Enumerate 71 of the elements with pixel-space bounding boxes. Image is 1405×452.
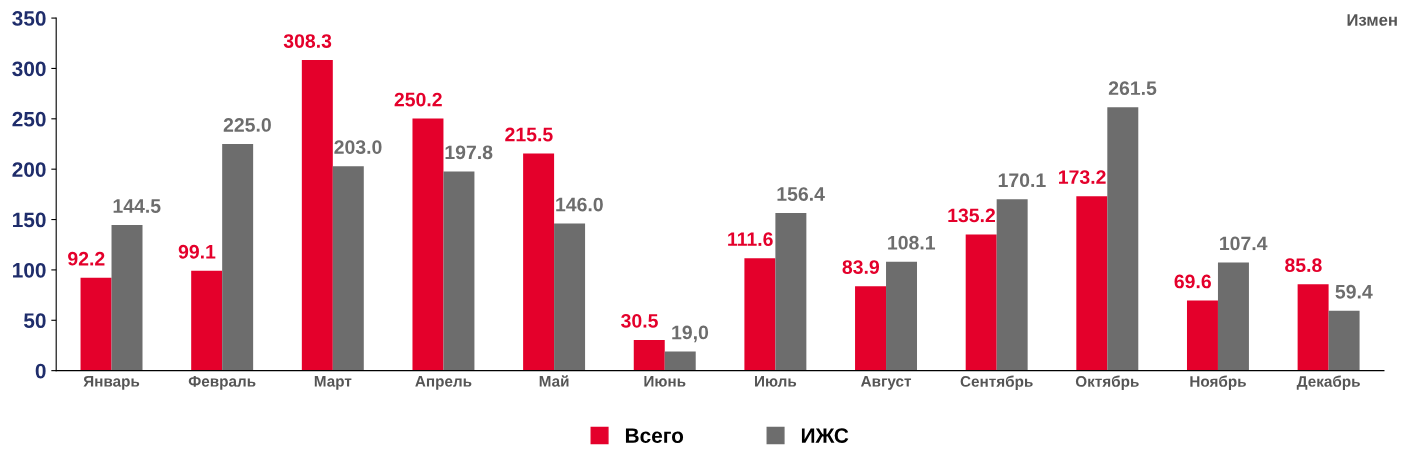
data-label: 146.0 [556, 197, 603, 212]
bar [633, 339, 665, 371]
y-tick-label: 100 [13, 262, 46, 278]
bar [301, 60, 333, 371]
bar [412, 118, 444, 371]
data-label: 156.4 [777, 187, 825, 201]
y-tick-label: 0 [35, 363, 46, 379]
data-label: 99.1 [178, 244, 216, 259]
bar [191, 270, 223, 371]
bar [775, 213, 807, 371]
x-tick-label: Декабрь [1296, 375, 1360, 390]
data-label: 107.4 [1220, 236, 1268, 251]
bar [886, 261, 918, 371]
data-label: 308.3 [283, 34, 332, 48]
y-tick-label: 200 [12, 162, 46, 177]
x-tick-label: Ноябрь [1190, 375, 1246, 390]
legend-label: Всего [625, 428, 684, 443]
bar [443, 171, 475, 371]
bar [523, 153, 555, 371]
data-label: 59.4 [1335, 284, 1373, 299]
bar [855, 286, 887, 371]
bar [1076, 196, 1108, 371]
data-label: 250.2 [394, 92, 442, 107]
data-label: 173.2 [1059, 170, 1106, 185]
x-tick-label: Январь [83, 376, 140, 390]
bar [222, 143, 254, 371]
data-label: 85.8 [1285, 258, 1322, 273]
data-label: 170.1 [998, 173, 1046, 188]
x-tick-label: Март [314, 376, 352, 390]
data-label: 215.5 [505, 127, 553, 142]
data-label: 203.0 [334, 140, 382, 155]
data-label: 83.9 [842, 260, 880, 274]
data-label: 144.5 [113, 199, 161, 213]
data-label: 69.6 [1174, 274, 1211, 289]
y-tick-label: 350 [12, 11, 46, 26]
bar [80, 277, 112, 371]
bar [744, 258, 776, 371]
bar [332, 166, 364, 371]
bar [1186, 300, 1218, 371]
data-label: 225.0 [223, 118, 271, 132]
x-tick-label: Октябрь [1075, 375, 1139, 390]
data-label: 19,0 [672, 325, 709, 343]
data-label: 108.1 [888, 235, 936, 250]
bar [965, 234, 997, 371]
data-label: 135.2 [948, 208, 996, 223]
data-label: 30.5 [621, 313, 658, 328]
data-label: 197.8 [445, 145, 493, 160]
data-label: 111.6 [728, 232, 773, 247]
y-tick-label: 300 [12, 61, 46, 77]
x-tick-label: Август [860, 376, 912, 390]
y-tick-label: 250 [12, 111, 46, 127]
bar [1297, 284, 1329, 371]
y-tick-label: 50 [23, 313, 46, 329]
data-label: 261.5 [1108, 81, 1157, 96]
bar [111, 225, 143, 371]
annotation: Измен [1347, 14, 1397, 26]
data-label: 92.2 [68, 251, 105, 266]
x-tick-label: Июль [755, 376, 797, 387]
legend-label: ИЖС [801, 428, 849, 443]
bar [1328, 310, 1360, 371]
bar [554, 223, 586, 371]
bar [664, 351, 696, 371]
bar [1217, 262, 1249, 371]
bar [996, 199, 1028, 371]
bar [1107, 107, 1139, 371]
x-tick-label: Февраль [188, 375, 256, 390]
x-tick-label: Июнь [644, 376, 686, 387]
x-tick-label: Май [539, 375, 569, 387]
y-tick-label: 150 [13, 212, 46, 228]
x-tick-label: Апрель [415, 376, 472, 390]
x-tick-label: Сентябрь [960, 375, 1033, 390]
